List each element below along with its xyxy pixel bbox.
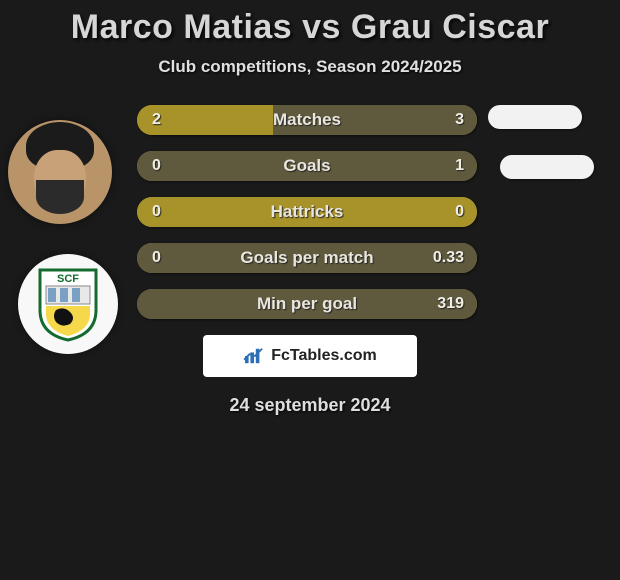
stat-bar-track bbox=[137, 151, 477, 181]
stat-row: Matches23 bbox=[0, 105, 620, 137]
stat-row: Goals per match00.33 bbox=[0, 243, 620, 275]
date-label: 24 september 2024 bbox=[0, 395, 620, 416]
stat-row: Goals01 bbox=[0, 151, 620, 183]
page-subtitle: Club competitions, Season 2024/2025 bbox=[0, 57, 620, 77]
stat-bar-right bbox=[137, 151, 477, 181]
stat-bar-right bbox=[137, 289, 477, 319]
stat-bar-right bbox=[137, 243, 477, 273]
attribution-text: FcTables.com bbox=[271, 347, 377, 365]
stat-bar-left bbox=[137, 105, 273, 135]
bar-chart-icon bbox=[243, 347, 265, 365]
stat-bar-track bbox=[137, 197, 477, 227]
stat-bar-left bbox=[137, 197, 477, 227]
stat-row: Hattricks00 bbox=[0, 197, 620, 229]
attribution-badge: FcTables.com bbox=[203, 335, 417, 377]
page-title: Marco Matias vs Grau Ciscar bbox=[0, 8, 620, 47]
infographic-root: Marco Matias vs Grau Ciscar Club competi… bbox=[0, 0, 620, 580]
stat-bar-track bbox=[137, 289, 477, 319]
stat-bar-right bbox=[273, 105, 477, 135]
stat-row: Min per goal319 bbox=[0, 289, 620, 321]
stat-rows: Matches23 Goals01 Hattricks00 Goals per mat… bbox=[0, 105, 620, 321]
stat-bar-track bbox=[137, 105, 477, 135]
stat-bar-track bbox=[137, 243, 477, 273]
